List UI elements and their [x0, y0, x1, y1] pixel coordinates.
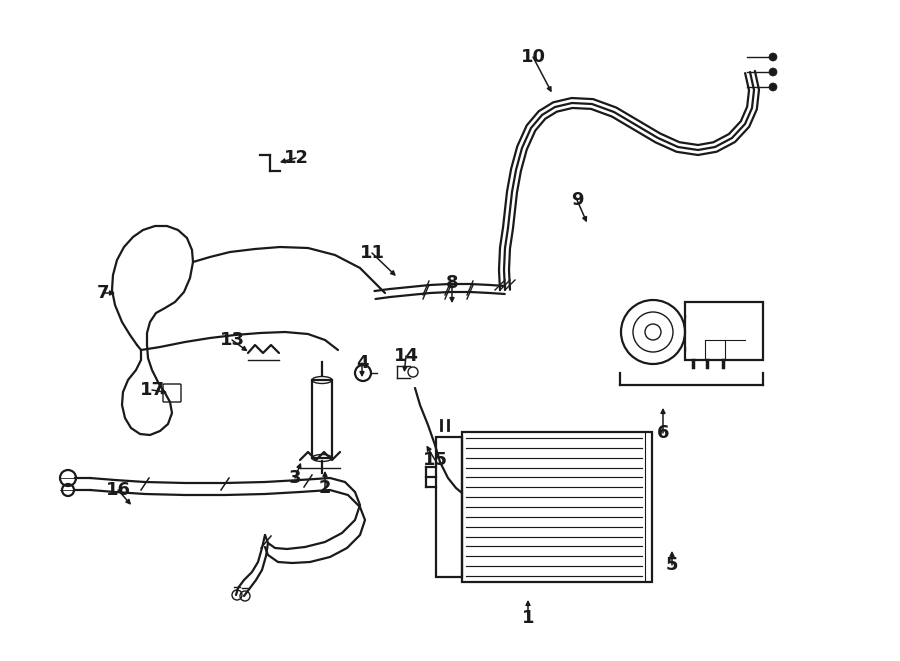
Bar	[312, 380, 332, 458]
Text: 17: 17	[140, 381, 165, 399]
Circle shape	[769, 68, 777, 76]
Text: 4: 4	[356, 354, 368, 372]
Circle shape	[769, 83, 777, 91]
Text: 6: 6	[657, 424, 670, 442]
Text: 13: 13	[220, 331, 245, 349]
Text: 3: 3	[289, 469, 302, 487]
Text: 7: 7	[97, 284, 109, 302]
Text: 8: 8	[446, 274, 458, 292]
Text: 1: 1	[522, 609, 535, 627]
Text: 15: 15	[422, 451, 447, 469]
Bar	[685, 302, 763, 360]
Bar	[462, 432, 652, 582]
Bar	[436, 437, 462, 577]
Text: 14: 14	[393, 347, 419, 365]
Text: 11: 11	[359, 244, 384, 262]
Text: 16: 16	[105, 481, 130, 499]
Text: 9: 9	[571, 191, 583, 209]
Text: 5: 5	[666, 556, 679, 574]
Text: 10: 10	[520, 48, 545, 66]
Circle shape	[769, 53, 777, 61]
Text: 2: 2	[319, 479, 331, 497]
Text: 12: 12	[284, 149, 309, 167]
